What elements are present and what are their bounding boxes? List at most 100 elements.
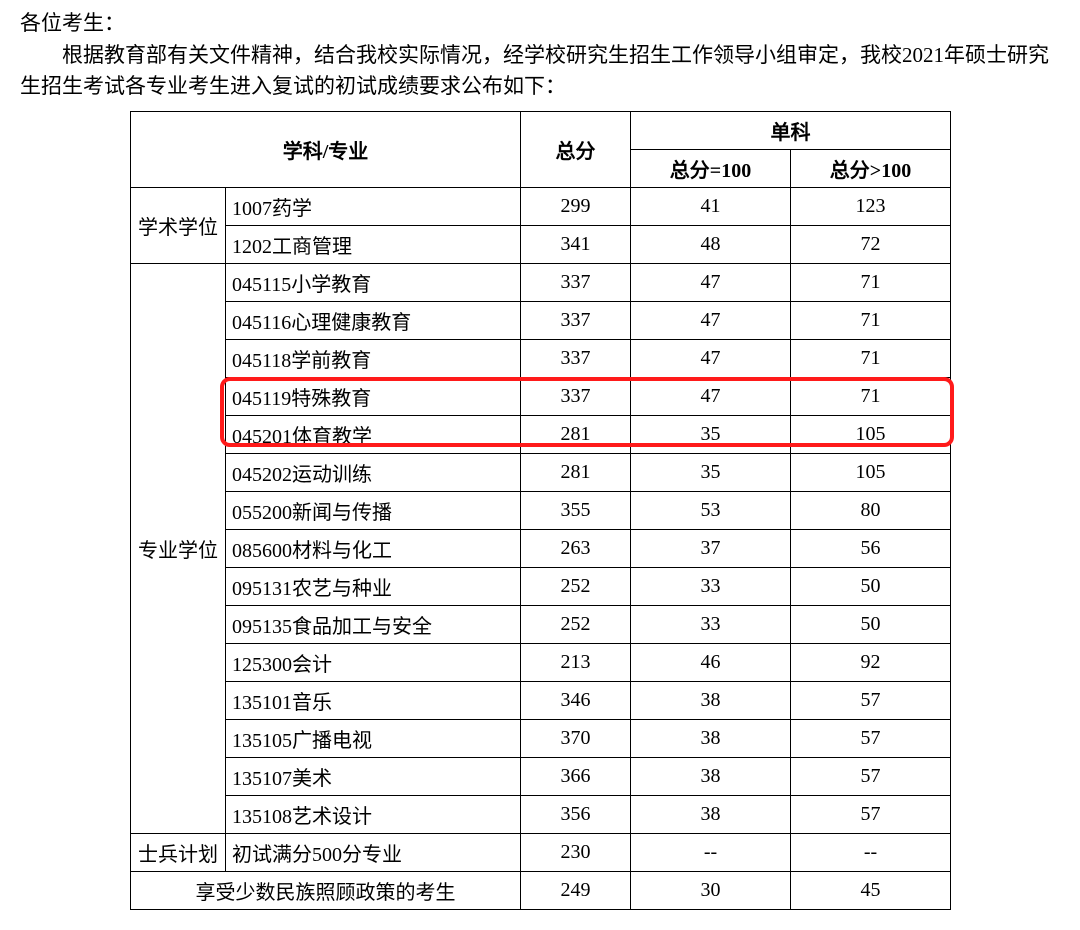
cell-s2: 71: [791, 377, 951, 415]
cell-s1: 38: [631, 795, 791, 833]
table-row: 045116心理健康教育 337 47 71: [131, 301, 951, 339]
th-over100: 总分>100: [791, 149, 951, 187]
cell-total: 252: [521, 605, 631, 643]
cell-s1: 47: [631, 301, 791, 339]
cell-s1: 37: [631, 529, 791, 567]
cat-academic: 学术学位: [131, 187, 226, 263]
cell-major: 135108艺术设计: [226, 795, 521, 833]
cat-soldier: 士兵计划: [131, 833, 226, 871]
cell-s2: 50: [791, 605, 951, 643]
table-row: 125300会计 213 46 92: [131, 643, 951, 681]
cell-s2: 71: [791, 339, 951, 377]
cell-total: 252: [521, 567, 631, 605]
cell-s2: 56: [791, 529, 951, 567]
table-row: 085600材料与化工 263 37 56: [131, 529, 951, 567]
cell-total: 337: [521, 301, 631, 339]
cell-s1: 41: [631, 187, 791, 225]
table-row: 045118学前教育 337 47 71: [131, 339, 951, 377]
cell-s1: 35: [631, 453, 791, 491]
table-row: 095135食品加工与安全 252 33 50: [131, 605, 951, 643]
table-row: 045201体育教学 281 35 105: [131, 415, 951, 453]
cell-s2: 57: [791, 757, 951, 795]
th-total: 总分: [521, 111, 631, 187]
header-row-1: 学科/专业 总分 单科: [131, 111, 951, 149]
cell-total: 263: [521, 529, 631, 567]
table-row: 135101音乐 346 38 57: [131, 681, 951, 719]
cell-major: 045118学前教育: [226, 339, 521, 377]
cell-total: 370: [521, 719, 631, 757]
th-sub100: 总分=100: [631, 149, 791, 187]
cell-major: 125300会计: [226, 643, 521, 681]
cell-s1: 38: [631, 681, 791, 719]
cell-s1: 30: [631, 871, 791, 909]
cell-total: 337: [521, 339, 631, 377]
th-major: 学科/专业: [131, 111, 521, 187]
cell-total: 281: [521, 453, 631, 491]
cell-s1: 38: [631, 757, 791, 795]
cell-major: 045119特殊教育: [226, 377, 521, 415]
cell-s2: 71: [791, 263, 951, 301]
cell-major: 1007药学: [226, 187, 521, 225]
cell-total: 337: [521, 263, 631, 301]
cell-major: 045202运动训练: [226, 453, 521, 491]
cell-total: 249: [521, 871, 631, 909]
cell-total: 299: [521, 187, 631, 225]
cell-s1: 33: [631, 605, 791, 643]
th-single: 单科: [631, 111, 951, 149]
cell-major: 135105广播电视: [226, 719, 521, 757]
cell-s2: 72: [791, 225, 951, 263]
table-row: 135107美术 366 38 57: [131, 757, 951, 795]
cell-total: 281: [521, 415, 631, 453]
cell-s1: 33: [631, 567, 791, 605]
cell-s2: 71: [791, 301, 951, 339]
cell-s2: 92: [791, 643, 951, 681]
cell-s1: 48: [631, 225, 791, 263]
cell-total: 366: [521, 757, 631, 795]
intro-line2: 根据教育部有关文件精神，结合我校实际情况，经学校研究生招生工作领导小组审定，我校…: [20, 40, 1060, 103]
table-row: 士兵计划 初试满分500分专业 230 -- --: [131, 833, 951, 871]
table-row: 135105广播电视 370 38 57: [131, 719, 951, 757]
intro-text: 各位考生： 根据教育部有关文件精神，结合我校实际情况，经学校研究生招生工作领导小…: [20, 8, 1060, 103]
cell-s1: 46: [631, 643, 791, 681]
cell-s2: 80: [791, 491, 951, 529]
cell-total: 337: [521, 377, 631, 415]
cell-s1: 38: [631, 719, 791, 757]
cell-s2: 50: [791, 567, 951, 605]
cell-major: 045116心理健康教育: [226, 301, 521, 339]
cell-s1: 47: [631, 263, 791, 301]
cell-s1: 47: [631, 377, 791, 415]
cell-s2: 45: [791, 871, 951, 909]
cell-s2: --: [791, 833, 951, 871]
table-row: 045119特殊教育 337 47 71: [131, 377, 951, 415]
cell-s2: 57: [791, 795, 951, 833]
cell-s1: --: [631, 833, 791, 871]
cell-s2: 57: [791, 681, 951, 719]
table-row: 学术学位 1007药学 299 41 123: [131, 187, 951, 225]
cell-total: 213: [521, 643, 631, 681]
cell-s2: 57: [791, 719, 951, 757]
cell-major: 095131农艺与种业: [226, 567, 521, 605]
table-row: 055200新闻与传播 355 53 80: [131, 491, 951, 529]
table-row: 1202工商管理 341 48 72: [131, 225, 951, 263]
cell-major: 045115小学教育: [226, 263, 521, 301]
cat-minority: 享受少数民族照顾政策的考生: [131, 871, 521, 909]
cell-total: 355: [521, 491, 631, 529]
cell-major: 135107美术: [226, 757, 521, 795]
cell-major: 135101音乐: [226, 681, 521, 719]
score-table-wrap: 学科/专业 总分 单科 总分=100 总分>100 学术学位 1007药学 29…: [130, 111, 950, 910]
cell-major: 1202工商管理: [226, 225, 521, 263]
cell-total: 341: [521, 225, 631, 263]
cell-s2: 105: [791, 453, 951, 491]
cell-total: 356: [521, 795, 631, 833]
score-table: 学科/专业 总分 单科 总分=100 总分>100 学术学位 1007药学 29…: [130, 111, 951, 910]
table-row: 享受少数民族照顾政策的考生 249 30 45: [131, 871, 951, 909]
table-row: 专业学位 045115小学教育 337 47 71: [131, 263, 951, 301]
cell-s1: 53: [631, 491, 791, 529]
cat-professional: 专业学位: [131, 263, 226, 833]
cell-s2: 123: [791, 187, 951, 225]
cell-major: 055200新闻与传播: [226, 491, 521, 529]
cell-major: 095135食品加工与安全: [226, 605, 521, 643]
table-row: 135108艺术设计 356 38 57: [131, 795, 951, 833]
cell-total: 230: [521, 833, 631, 871]
cell-s1: 35: [631, 415, 791, 453]
